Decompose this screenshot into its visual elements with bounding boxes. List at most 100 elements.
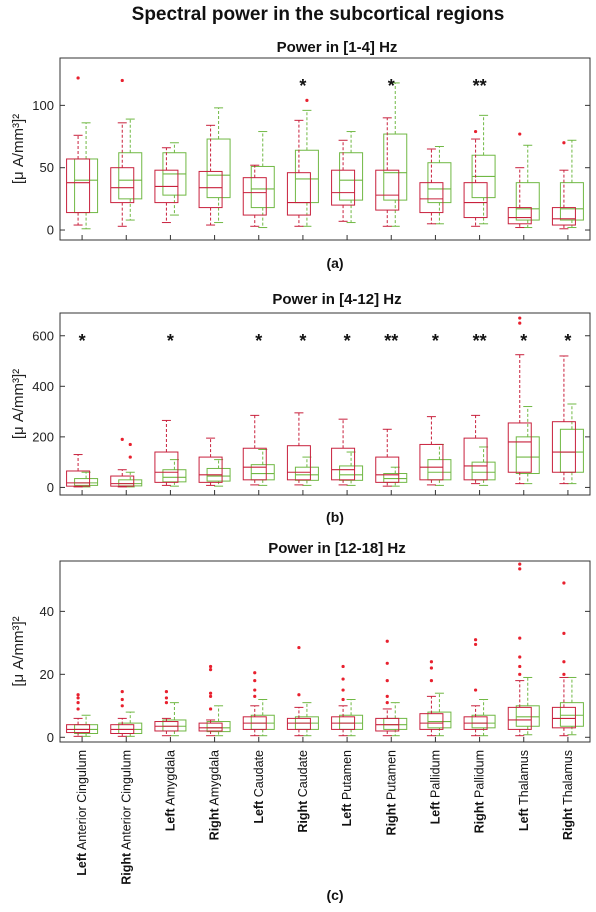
box-iqr: [515, 436, 540, 475]
box-2-series-1: [118, 118, 143, 221]
outlier-point: [253, 694, 257, 698]
box-12-series-2: [551, 355, 576, 485]
panel-title: Power in [4-12] Hz: [272, 291, 401, 308]
y-tick-label: 20: [40, 667, 54, 682]
x-category-name: Putamen: [384, 750, 398, 804]
x-category-label: Right Thalamus: [561, 750, 575, 840]
plot-frame: [59, 560, 591, 743]
x-category-prefix: Right: [119, 852, 133, 885]
box-11-series-1: [515, 676, 540, 736]
box-iqr: [110, 167, 135, 204]
box-11-series-2: [507, 316, 532, 485]
x-category-prefix: Left: [252, 800, 266, 824]
box-11-series-2: [507, 132, 532, 229]
significance-marker: *: [564, 331, 571, 351]
box-4-series-2: [198, 437, 223, 486]
box-9-series-1: [427, 443, 452, 486]
box-4-series-2: [198, 124, 223, 226]
x-category-label: Left Anterior Cingulum: [75, 750, 89, 876]
outlier-point: [120, 690, 124, 694]
box-iqr: [339, 152, 364, 201]
outlier-point: [128, 442, 132, 447]
box-9-series-2: [419, 416, 444, 486]
box-9-series-2: [419, 660, 444, 737]
box-iqr: [74, 478, 99, 486]
box-iqr: [383, 133, 408, 201]
box-iqr: [294, 466, 319, 481]
box-6-series-2: [286, 119, 311, 227]
box-iqr: [162, 469, 187, 483]
plot-frame: [59, 312, 591, 496]
box-iqr: [331, 169, 356, 206]
outlier-point: [164, 701, 169, 705]
box-4-series-1: [206, 107, 231, 224]
x-category-name: Caudate: [252, 750, 266, 801]
significance-marker: *: [79, 331, 86, 351]
x-category-label: Left Thalamus: [517, 750, 531, 831]
box-iqr: [339, 465, 364, 481]
box-iqr: [463, 182, 488, 219]
panel-caption: (c): [326, 887, 343, 903]
panel-caption: (b): [326, 509, 344, 525]
box-iqr: [242, 447, 267, 481]
significance-marker: **: [473, 331, 487, 351]
box-iqr: [559, 702, 584, 727]
box-2-series-2: [110, 78, 135, 227]
box-iqr: [507, 422, 532, 473]
outlier-point: [518, 655, 522, 659]
significance-marker: *: [299, 331, 306, 351]
box-8-series-2: [375, 639, 400, 737]
y-axis-label: [μ A/mm³]²: [10, 369, 27, 439]
box-iqr: [339, 714, 364, 730]
box-iqr: [250, 714, 275, 730]
x-category-name: Amygdala: [163, 750, 177, 808]
outlier-point: [385, 639, 389, 643]
box-1-series-1: [74, 471, 99, 488]
y-tick-label: 400: [32, 379, 54, 394]
outlier-point: [518, 567, 522, 571]
box-iqr: [383, 717, 408, 730]
box-iqr: [66, 158, 91, 214]
y-tick-label: 100: [32, 98, 54, 113]
box-10-series-2: [463, 638, 488, 737]
box-12-series-2: [551, 141, 576, 230]
x-category-label: Right Putamen: [384, 750, 398, 835]
outlier-point: [562, 581, 566, 585]
box-11-series-1: [515, 144, 540, 229]
significance-marker: **: [384, 331, 398, 351]
y-tick-label: 50: [40, 160, 54, 175]
x-category-prefix: Right: [473, 801, 487, 834]
box-iqr: [198, 722, 223, 732]
x-category-name: Pallidum: [428, 750, 442, 801]
outlier-point: [385, 694, 389, 698]
x-category-label: Left Putamen: [340, 750, 354, 826]
outlier-point: [208, 664, 213, 669]
outlier-point: [562, 672, 566, 676]
box-iqr: [419, 713, 444, 730]
box-iqr: [427, 711, 452, 729]
x-category-prefix: Left: [163, 808, 177, 832]
box-8-series-1: [383, 466, 408, 487]
outlier-point: [341, 688, 345, 692]
outlier-point: [518, 316, 522, 320]
box-iqr: [286, 445, 311, 481]
box-iqr: [286, 172, 311, 216]
x-category-name: Thalamus: [561, 750, 575, 808]
outlier-point: [76, 76, 80, 80]
box-1-series-2: [66, 454, 91, 488]
box-iqr: [206, 138, 231, 199]
box-3-series-1: [162, 142, 187, 216]
outlier-point: [341, 664, 345, 669]
box-iqr: [559, 428, 584, 473]
plot-frame: [59, 57, 591, 241]
box-iqr: [559, 182, 584, 221]
y-tick-label: 0: [47, 223, 54, 238]
box-iqr: [419, 182, 444, 214]
outlier-point: [120, 437, 124, 441]
outlier-point: [429, 666, 434, 670]
x-category-name: Anterior Cingulum: [119, 750, 133, 853]
box-iqr: [507, 207, 532, 225]
outlier-point: [518, 562, 522, 566]
box-6-series-2: [286, 412, 311, 486]
